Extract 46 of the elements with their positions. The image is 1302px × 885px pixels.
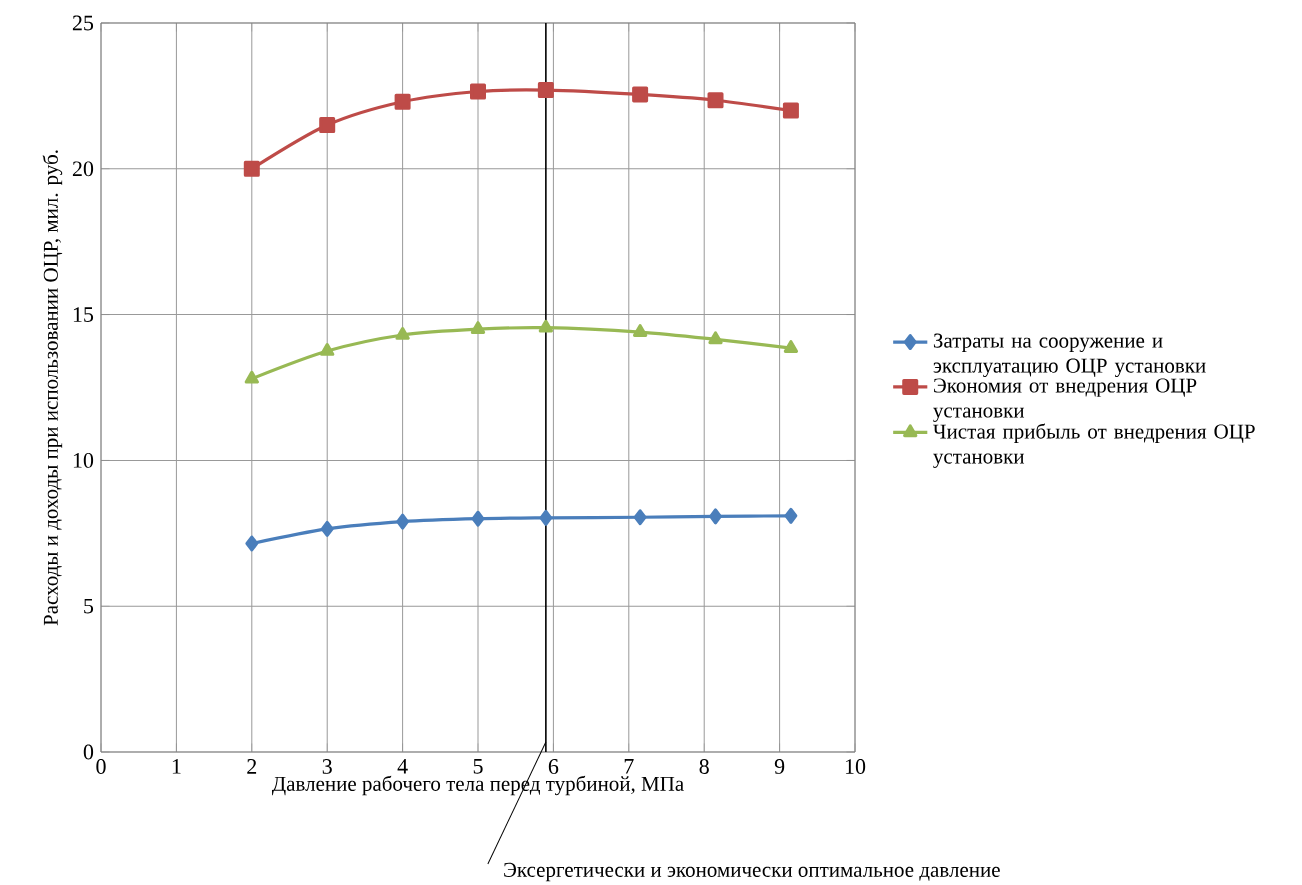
point bbox=[320, 343, 335, 356]
x-tick-label: 5 bbox=[473, 759, 483, 774]
point bbox=[784, 507, 798, 524]
point bbox=[707, 92, 724, 109]
point bbox=[783, 340, 799, 353]
y-tick-label: 15 bbox=[73, 307, 94, 322]
point bbox=[539, 509, 553, 526]
point bbox=[471, 510, 485, 527]
x-tick-label: 0 bbox=[96, 759, 106, 774]
y-tick-label: 20 bbox=[72, 161, 94, 177]
x-tick-label: 7 bbox=[624, 759, 634, 774]
point bbox=[708, 331, 723, 345]
point bbox=[395, 327, 410, 340]
point bbox=[782, 102, 799, 119]
point bbox=[633, 509, 647, 526]
legend-label: Экономия от внедрения ОЦР установки bbox=[933, 378, 1197, 422]
point bbox=[709, 508, 722, 525]
x-tick-label: 9 bbox=[774, 759, 785, 774]
point bbox=[396, 513, 409, 530]
y-tick-label: 5 bbox=[84, 598, 94, 614]
point bbox=[394, 93, 411, 110]
point bbox=[632, 86, 649, 103]
point bbox=[244, 370, 259, 384]
x-tick-label: 2 bbox=[247, 759, 257, 774]
point bbox=[319, 117, 336, 134]
x-tick-label: 3 bbox=[322, 759, 332, 774]
ref-line-label: Эксергетически и экономически оптимальное давление bbox=[504, 862, 1000, 882]
point bbox=[243, 160, 260, 177]
y-tick-label: 0 bbox=[83, 744, 94, 760]
point bbox=[538, 319, 554, 333]
y-axis-title: Расходы и доходы при использовании ОЦР, мил. руб. bbox=[42, 150, 63, 626]
y-tick-label: 25 bbox=[72, 15, 94, 31]
legend-label: Затраты на сооружение и эксплуатацию ОЦР установки bbox=[933, 333, 1206, 378]
point bbox=[470, 83, 486, 100]
point bbox=[320, 520, 334, 537]
x-tick-label: 4 bbox=[397, 759, 408, 774]
legend-label: Чистая прибыль от внедрения ОЦР установки bbox=[933, 423, 1255, 468]
x-tick-label: 6 bbox=[548, 759, 559, 774]
point bbox=[537, 82, 554, 99]
y-tick-label: 10 bbox=[73, 452, 94, 468]
point bbox=[470, 321, 486, 334]
x-tick-label: 8 bbox=[699, 759, 709, 774]
point bbox=[632, 324, 648, 337]
point bbox=[245, 535, 259, 552]
x-tick-label: 1 bbox=[172, 759, 181, 774]
x-tick-label: 10 bbox=[845, 759, 866, 774]
